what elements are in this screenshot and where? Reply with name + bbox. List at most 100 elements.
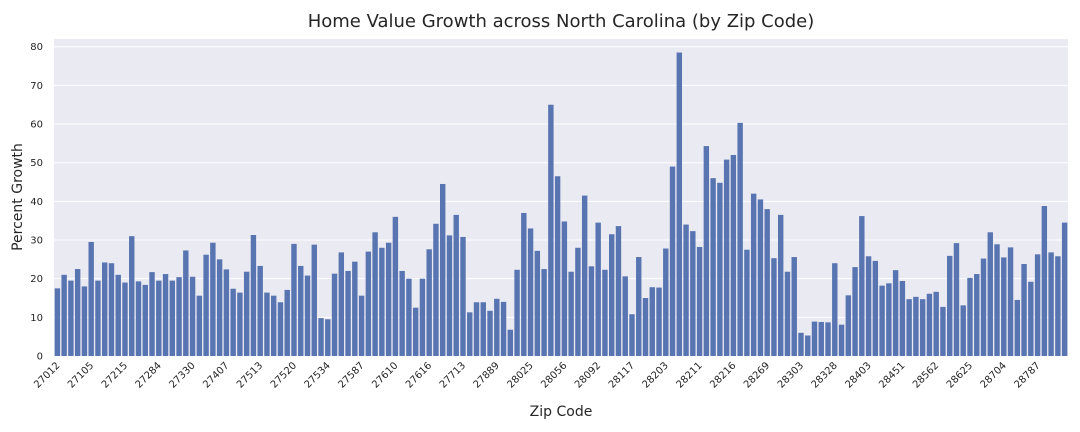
bar	[554, 176, 561, 356]
bar	[1034, 254, 1041, 356]
bar	[1055, 256, 1061, 356]
bar	[338, 252, 345, 356]
bar	[406, 278, 412, 356]
bar	[331, 273, 338, 356]
x-tick-label: 28403	[843, 360, 873, 390]
bar	[372, 232, 378, 356]
bar	[690, 231, 696, 356]
bar	[507, 329, 514, 356]
x-tick-label: 27616	[404, 360, 434, 390]
x-tick-label: 28562	[911, 360, 941, 390]
bar	[568, 271, 574, 356]
bar	[818, 321, 824, 356]
bar	[189, 276, 196, 356]
bar	[521, 212, 527, 356]
bar	[832, 263, 838, 356]
bar	[271, 295, 277, 356]
bar	[879, 285, 885, 356]
bar	[291, 243, 297, 356]
bar	[379, 247, 385, 356]
bar	[54, 288, 61, 356]
bar	[345, 270, 351, 356]
bar	[1021, 263, 1027, 356]
y-tick-label: 50	[30, 158, 43, 169]
bar	[764, 209, 770, 356]
x-tick-label: 27713	[438, 360, 468, 390]
bar	[548, 104, 554, 356]
y-axis-label: Percent Growth	[10, 143, 26, 251]
bar	[318, 318, 324, 356]
bar	[636, 257, 642, 356]
grid-lines	[54, 46, 1068, 357]
bar	[899, 281, 906, 356]
chart-title: Home Value Growth across North Carolina …	[308, 11, 815, 32]
bar	[872, 260, 879, 356]
bar	[1007, 247, 1014, 356]
bar	[629, 314, 635, 356]
x-tick-label: 28787	[1012, 360, 1042, 390]
bar	[237, 292, 243, 356]
x-tick-label: 28117	[607, 360, 637, 390]
bar	[284, 289, 290, 356]
bar	[203, 254, 209, 356]
bar	[581, 195, 588, 356]
bar	[460, 236, 466, 356]
bar	[243, 271, 250, 356]
bar	[81, 286, 88, 356]
bar	[926, 293, 933, 356]
bar	[609, 234, 615, 356]
x-tick-label: 28328	[810, 360, 840, 390]
bar	[534, 250, 541, 356]
bar	[277, 302, 284, 356]
y-tick-label: 30	[30, 236, 43, 247]
bar	[1028, 281, 1034, 356]
x-tick-label: 27330	[167, 360, 197, 390]
bar	[947, 255, 953, 356]
bar	[919, 299, 926, 356]
y-axis-ticks: 0 10 20 30 40 50 60 70 80	[30, 42, 43, 362]
bar	[108, 263, 115, 356]
bar	[311, 244, 317, 356]
bar	[419, 278, 426, 356]
bar	[264, 292, 270, 356]
y-tick-label: 20	[30, 274, 43, 285]
bar	[886, 283, 892, 356]
y-tick-label: 0	[37, 352, 43, 363]
bar	[129, 236, 135, 356]
bar	[750, 193, 757, 356]
bar	[967, 277, 973, 356]
bar	[169, 280, 176, 356]
bar	[717, 182, 723, 356]
bar	[595, 222, 601, 356]
bar	[352, 261, 358, 356]
bar	[216, 259, 223, 356]
x-tick-label: 27587	[336, 360, 366, 390]
bar	[791, 257, 797, 356]
bar	[656, 287, 662, 356]
y-tick-label: 80	[30, 42, 43, 53]
bar	[480, 302, 486, 356]
bar	[1048, 252, 1054, 356]
bar	[974, 274, 980, 356]
x-tick-label: 27105	[66, 360, 96, 390]
bar	[649, 287, 655, 356]
bar	[865, 256, 872, 356]
bar	[142, 284, 148, 356]
bar	[994, 244, 1000, 356]
bar	[61, 274, 67, 356]
bar	[757, 199, 764, 356]
bar	[149, 272, 155, 356]
y-tick-label: 70	[30, 81, 43, 92]
bar	[385, 242, 392, 356]
bars-group	[54, 52, 1068, 356]
bar	[514, 269, 520, 356]
bar	[1061, 222, 1068, 356]
bar	[987, 232, 993, 356]
bar	[744, 249, 750, 356]
x-tick-label: 28269	[742, 360, 772, 390]
bar	[223, 269, 230, 356]
bar	[933, 291, 939, 356]
bar	[845, 295, 852, 356]
bar	[622, 276, 628, 356]
x-tick-label: 27513	[235, 360, 265, 390]
